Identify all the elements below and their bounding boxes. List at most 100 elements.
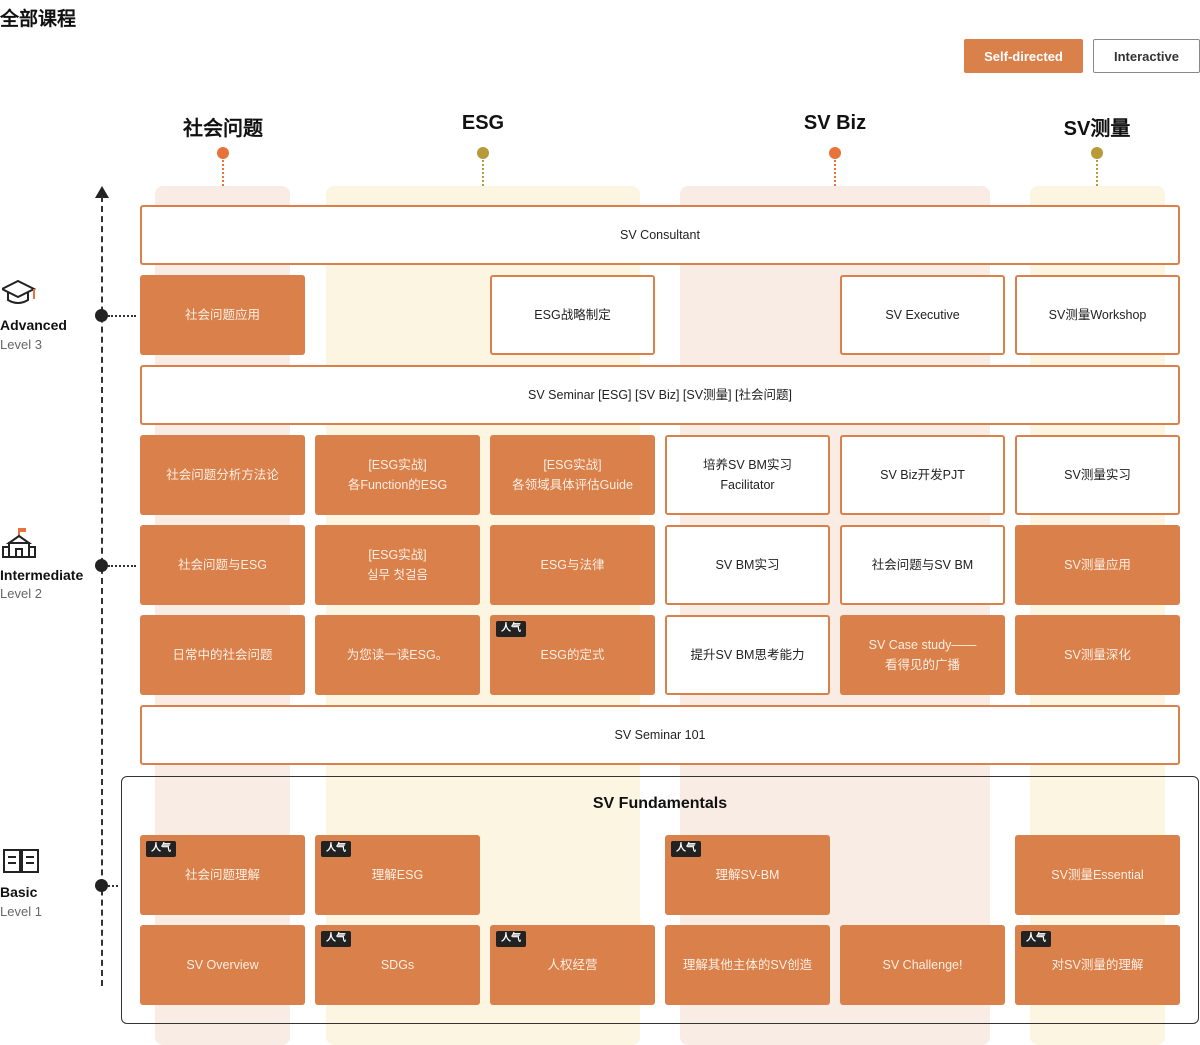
course-card[interactable]: ESG战略制定 <box>490 275 655 355</box>
course-card[interactable]: [ESG实战] 各Function的ESG <box>315 435 480 515</box>
course-title: 对SV测量的理解 <box>1051 958 1144 972</box>
course-card[interactable]: SV Executive <box>840 275 1005 355</box>
level-sub-basic: Level 1 <box>0 904 42 919</box>
course-card[interactable]: SV Challenge! <box>840 925 1005 1005</box>
course-title: [ESG实战] 各领域具体评估Guide <box>512 458 633 492</box>
popular-badge: 人气 <box>496 621 526 637</box>
course-card[interactable]: 人气理解ESG <box>315 835 480 915</box>
course-card[interactable]: 社会问题分析方法论 <box>140 435 305 515</box>
course-title: 培养SV BM实习 Facilitator <box>703 458 792 492</box>
course-card[interactable]: 人气 SDGs <box>315 925 480 1005</box>
category-connector <box>1096 160 1098 186</box>
category-connector <box>834 160 836 186</box>
course-title: SV Seminar [ESG] [SV Biz] [SV测量] [社会问题] <box>528 388 792 402</box>
category-dot <box>477 147 489 159</box>
level-axis <box>101 196 103 986</box>
course-title: ESG战略制定 <box>534 308 611 322</box>
course-title: 日常中的社会问题 <box>172 648 273 662</box>
level-dot-advanced <box>95 309 108 322</box>
popular-badge: 人气 <box>146 841 176 857</box>
course-title: SV Challenge! <box>882 958 963 972</box>
course-title: 人权经营 <box>547 958 598 972</box>
category-dot <box>1091 147 1103 159</box>
level-dot-basic <box>95 879 108 892</box>
fundamentals-title: SV Fundamentals <box>592 795 728 812</box>
level-name-intermediate: Intermediate <box>0 567 84 583</box>
course-title: 为您读一读ESG。 <box>346 648 449 662</box>
level-sub-advanced: Level 3 <box>0 337 42 352</box>
fundamentals-section <box>121 776 1199 1024</box>
course-card[interactable]: SV Consultant <box>140 205 1180 265</box>
interactive-filter-button[interactable]: Interactive <box>1093 39 1200 73</box>
course-card[interactable]: [ESG实战] 各领域具体评估Guide <box>490 435 655 515</box>
course-title: 理解其他主体的SV创造 <box>682 958 813 972</box>
course-title: SV Case study—— 看得见的广播 <box>868 638 977 672</box>
axis-arrow-icon <box>95 186 109 198</box>
course-title: SV测量实习 <box>1064 468 1131 482</box>
self-directed-filter-button[interactable]: Self-directed <box>964 39 1083 73</box>
popular-badge: 人气 <box>1021 931 1051 947</box>
course-card[interactable]: SV测量Essential <box>1015 835 1180 915</box>
course-card[interactable]: 人气 社会问题理解 <box>140 835 305 915</box>
level-connector <box>108 885 118 887</box>
course-card[interactable]: 人气 理解SV-BM <box>665 835 830 915</box>
popular-badge: 人气 <box>321 841 351 857</box>
category-measure: SV测量 <box>1063 118 1131 140</box>
course-card[interactable]: SV Biz开发PJT <box>840 435 1005 515</box>
category-dot <box>829 147 841 159</box>
course-card[interactable]: SV Overview <box>140 925 305 1005</box>
category-esg: ESG <box>461 112 505 134</box>
level-sub-intermediate: Level 2 <box>0 586 42 601</box>
course-title: 理解ESG <box>371 868 424 882</box>
course-card[interactable]: SV Seminar [ESG] [SV Biz] [SV测量] [社会问题] <box>140 365 1180 425</box>
category-social: 社会问题 <box>183 118 263 140</box>
graduation-cap-icon <box>2 279 37 304</box>
category-connector <box>222 160 224 186</box>
course-title: 提升SV BM思考能力 <box>690 648 805 662</box>
course-title: SV Overview <box>186 958 259 972</box>
category-svbiz: SV Biz <box>803 112 867 134</box>
course-card[interactable]: 培养SV BM实习 Facilitator <box>665 435 830 515</box>
level-connector <box>108 315 136 317</box>
course-card[interactable]: 人气 对SV测量的理解 <box>1015 925 1180 1005</box>
course-card[interactable]: SV测量深化 <box>1015 615 1180 695</box>
course-card[interactable]: 人气 ESG的定式 <box>490 615 655 695</box>
course-card[interactable]: ESG与法律 <box>490 525 655 605</box>
course-title: SV Biz开发PJT <box>880 468 965 482</box>
course-card[interactable]: SV测量实习 <box>1015 435 1180 515</box>
course-card[interactable]: 为您读一读ESG。 <box>315 615 480 695</box>
course-card[interactable]: SV Case study—— 看得见的广播 <box>840 615 1005 695</box>
course-card[interactable]: SV BM实习 <box>665 525 830 605</box>
level-dot-intermediate <box>95 559 108 572</box>
popular-badge: 人气 <box>496 931 526 947</box>
course-title: [ESG实战] 실무 첫걸음 <box>367 548 428 582</box>
course-title: SV测量Workshop <box>1048 308 1147 322</box>
course-card[interactable]: 社会问题与SV BM <box>840 525 1005 605</box>
course-card[interactable]: 人气人权经营 <box>490 925 655 1005</box>
course-title: SV测量深化 <box>1064 648 1131 662</box>
course-title: SV Seminar 101 <box>614 728 706 742</box>
level-name-advanced: Advanced <box>0 317 67 333</box>
course-title: 社会问题理解 <box>184 868 260 882</box>
course-card[interactable]: 日常中的社会问题 <box>140 615 305 695</box>
course-title: SV Executive <box>885 308 960 322</box>
course-card[interactable]: [ESG实战] 실무 첫걸음 <box>315 525 480 605</box>
course-title: SDGs <box>380 958 415 972</box>
course-card[interactable]: 提升SV BM思考能力 <box>665 615 830 695</box>
course-title: 社会问题应用 <box>184 308 260 322</box>
course-card[interactable]: 社会问题应用 <box>140 275 305 355</box>
popular-badge: 人气 <box>671 841 701 857</box>
course-title: 社会问题分析方法论 <box>166 468 279 482</box>
page-title: 全部课程 <box>0 9 77 30</box>
course-card[interactable]: 理解其他主体的SV创造 <box>665 925 830 1005</box>
course-title: SV测量Essential <box>1051 868 1144 882</box>
course-card[interactable]: SV测量Workshop <box>1015 275 1180 355</box>
course-card[interactable]: SV Seminar 101 <box>140 705 1180 765</box>
course-card[interactable]: 社会问题与ESG <box>140 525 305 605</box>
course-title: SV测量应用 <box>1064 558 1131 572</box>
open-book-icon <box>3 849 39 873</box>
course-title: ESG与法律 <box>540 558 605 572</box>
course-card[interactable]: SV测量应用 <box>1015 525 1180 605</box>
course-title: 理解SV-BM <box>715 868 780 882</box>
course-title: ESG的定式 <box>540 648 605 662</box>
